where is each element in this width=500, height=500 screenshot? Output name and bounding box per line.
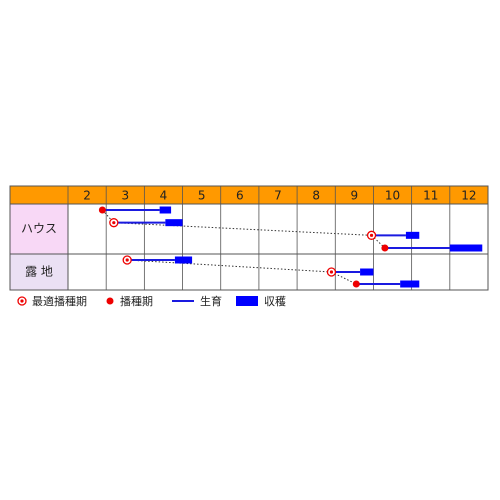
harvest-bar xyxy=(174,256,193,264)
optimal-marker-inner xyxy=(125,258,129,262)
month-label: 12 xyxy=(461,189,476,203)
optimal-marker-inner xyxy=(329,270,334,274)
harvest-bar xyxy=(405,231,420,239)
optimal-marker-inner xyxy=(369,233,374,237)
row-label: 露 地 xyxy=(25,265,53,279)
month-label: 9 xyxy=(351,189,359,203)
row-label: ハウス xyxy=(21,222,57,236)
optimal-marker-inner xyxy=(112,221,116,225)
row-label-bg xyxy=(9,203,69,255)
legend-label: 生育 xyxy=(200,294,222,308)
month-label: 11 xyxy=(423,189,438,203)
row-label-bg xyxy=(9,253,69,291)
sowing-marker xyxy=(106,297,114,305)
connector xyxy=(127,259,332,273)
month-label: 10 xyxy=(385,189,400,203)
month-label: 2 xyxy=(83,189,91,203)
month-label: 8 xyxy=(312,189,320,203)
month-label: 5 xyxy=(198,189,206,203)
legend-label: 収穫 xyxy=(264,295,286,308)
connector xyxy=(113,222,372,236)
harvest-bar xyxy=(159,206,172,214)
month-label: 3 xyxy=(121,189,129,203)
header-bg xyxy=(9,185,489,205)
sowing-marker xyxy=(98,206,106,214)
sowing-marker xyxy=(381,244,389,252)
sowing-marker xyxy=(352,280,360,288)
optimal-marker-inner xyxy=(20,299,24,303)
month-label: 6 xyxy=(236,189,244,203)
harvest-bar xyxy=(449,244,483,252)
harvest-bar xyxy=(360,268,374,276)
legend-label: 最適播種期 xyxy=(32,294,87,308)
harvest-bar xyxy=(400,280,420,288)
legend-harvest xyxy=(236,296,258,306)
month-label: 7 xyxy=(274,189,282,203)
harvest-bar xyxy=(165,219,183,227)
row-bg xyxy=(67,203,489,255)
legend-label: 播種期 xyxy=(120,294,153,308)
month-label: 4 xyxy=(160,189,168,203)
